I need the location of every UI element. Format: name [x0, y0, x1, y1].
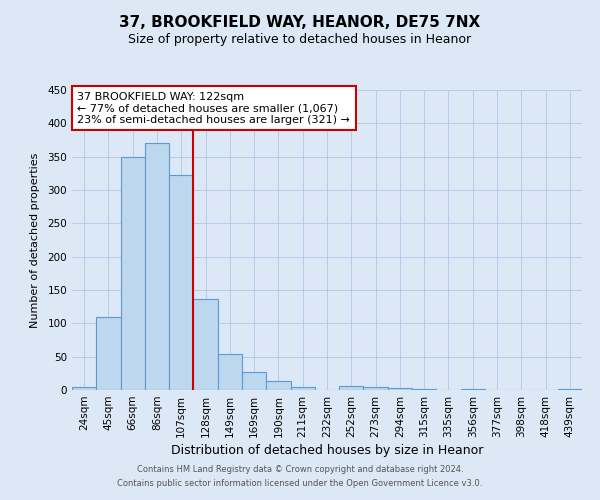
Bar: [121, 156, 145, 390]
Bar: [558, 388, 582, 390]
Bar: [388, 388, 412, 390]
Bar: [218, 354, 242, 390]
Text: 37, BROOKFIELD WAY, HEANOR, DE75 7NX: 37, BROOKFIELD WAY, HEANOR, DE75 7NX: [119, 15, 481, 30]
Bar: [193, 300, 218, 390]
Bar: [266, 380, 290, 390]
Y-axis label: Number of detached properties: Number of detached properties: [31, 152, 40, 328]
Text: Size of property relative to detached houses in Heanor: Size of property relative to detached ho…: [128, 32, 472, 46]
Text: Contains HM Land Registry data © Crown copyright and database right 2024.
Contai: Contains HM Land Registry data © Crown c…: [118, 466, 482, 487]
X-axis label: Distribution of detached houses by size in Heanor: Distribution of detached houses by size …: [171, 444, 483, 457]
Bar: [339, 386, 364, 390]
Bar: [96, 316, 121, 390]
Bar: [169, 176, 193, 390]
Bar: [145, 144, 169, 390]
Bar: [364, 386, 388, 390]
Bar: [290, 388, 315, 390]
Bar: [242, 372, 266, 390]
Text: 37 BROOKFIELD WAY: 122sqm
← 77% of detached houses are smaller (1,067)
23% of se: 37 BROOKFIELD WAY: 122sqm ← 77% of detac…: [77, 92, 350, 124]
Bar: [72, 386, 96, 390]
